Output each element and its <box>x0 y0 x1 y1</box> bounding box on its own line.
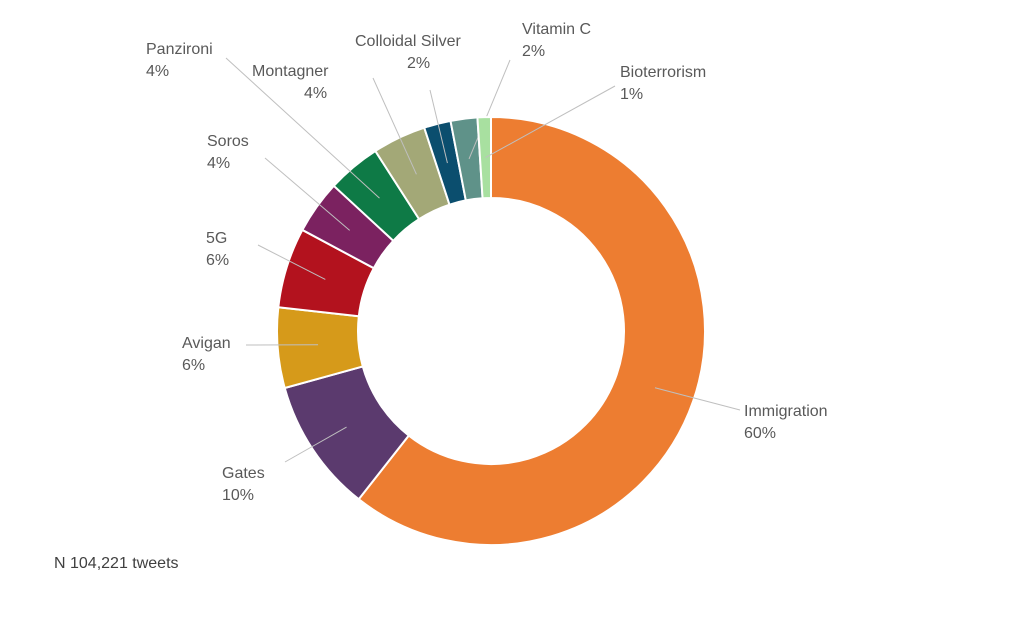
leader-line-5g <box>257 244 326 280</box>
data-value-panzironi: 4% <box>146 63 169 80</box>
leader-line-immigration <box>654 387 741 411</box>
data-label-5g: 5G <box>206 230 227 247</box>
leader-line-vitamin-c <box>468 59 511 160</box>
data-label-montagner: Montagner <box>252 63 329 80</box>
data-value-vitamin-c: 2% <box>522 43 545 60</box>
data-label-bioterrorism: Bioterrorism <box>620 64 706 81</box>
data-value-soros: 4% <box>207 155 230 172</box>
data-value-5g: 6% <box>206 252 229 269</box>
leader-line-colloidal-silver <box>429 89 448 164</box>
data-label-panzironi: Panzironi <box>146 41 213 58</box>
data-label-vitamin-c: Vitamin C <box>522 21 591 38</box>
data-value-colloidal-silver: 2% <box>407 55 430 72</box>
leader-line-soros <box>264 157 350 231</box>
data-label-colloidal-silver: Colloidal Silver <box>355 33 461 50</box>
data-value-montagner: 4% <box>304 85 327 102</box>
leader-line-panzironi <box>225 57 380 199</box>
data-value-bioterrorism: 1% <box>620 86 643 103</box>
data-label-immigration: Immigration <box>744 403 828 420</box>
leader-line-montagner <box>372 77 417 175</box>
data-value-gates: 10% <box>222 487 254 504</box>
data-label-gates: Gates <box>222 465 265 482</box>
data-label-soros: Soros <box>207 133 249 150</box>
slice-immigration <box>357 115 706 546</box>
data-value-avigan: 6% <box>182 357 205 374</box>
data-value-immigration: 60% <box>744 425 776 442</box>
slice-bioterrorism <box>476 115 492 200</box>
leader-line-gates <box>284 426 347 463</box>
footnote: N 104,221 tweets <box>54 555 179 572</box>
data-label-avigan: Avigan <box>182 335 231 352</box>
leader-line-bioterrorism <box>485 85 616 159</box>
